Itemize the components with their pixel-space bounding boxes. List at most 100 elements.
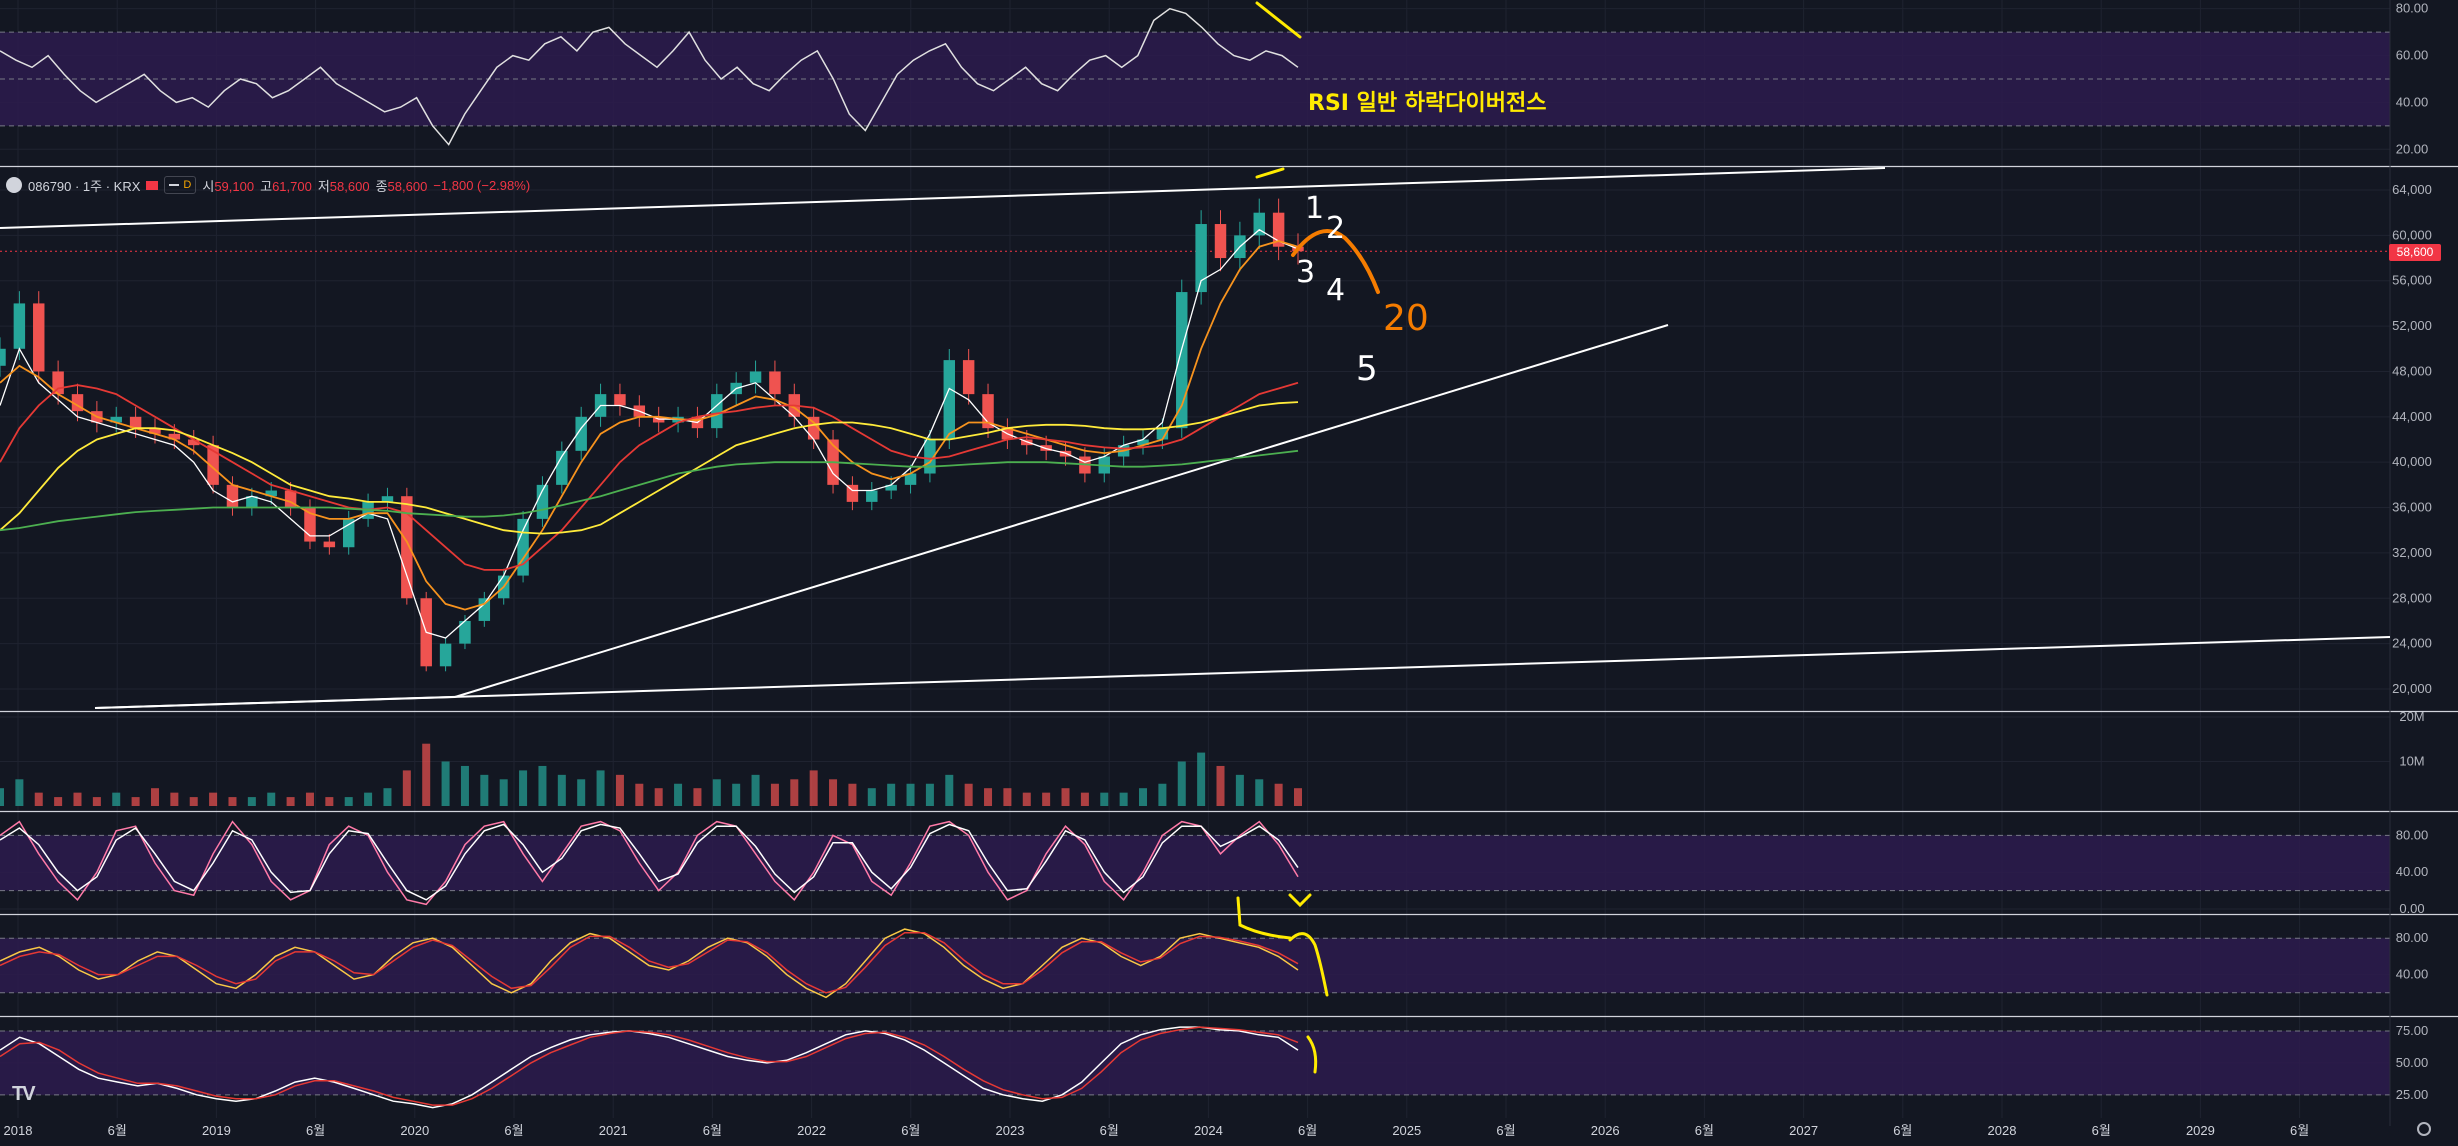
candle-body [304,507,316,542]
volume-bar [15,779,24,806]
candle-body [536,484,549,519]
stochastic-slow-series-1 [0,931,1299,994]
volume-bar [34,792,43,806]
y-tick-label: 40.00 [2396,94,2429,109]
x-tick-label: 6월 [504,1123,523,1138]
volume-bar [1197,752,1206,806]
volume-bar [54,797,63,806]
volume-bar [538,765,547,806]
oscillator-bands [0,31,2390,1096]
candle-body [982,394,994,429]
session-pill[interactable]: D [164,176,197,194]
x-tick-label: 2020 [400,1123,429,1138]
candle-body [1137,439,1149,446]
volume-bar [1119,792,1128,806]
candle-body [71,394,84,412]
x-tick-label: 2018 [4,1123,33,1138]
volume-bar [1080,792,1089,806]
candle-body [149,428,161,434]
volume-bar [1235,774,1244,806]
hand-drawings [1236,1,1380,1074]
tradingview-logo-icon[interactable]: TV [12,1083,36,1105]
stochastic-slow-series-0 [0,928,1299,999]
candle-series [0,198,1304,672]
wave-number-5: 5 [1356,349,1378,389]
candle-body [575,416,587,451]
trend-lines [0,167,2391,709]
volume-bar [131,797,140,806]
x-tick-label: 2025 [1392,1123,1421,1138]
ma20-line [0,240,1299,611]
long-stochastic-mark [1306,1035,1318,1074]
stochastic-fast-series-1 [0,823,1299,901]
volume-bar [1100,792,1109,806]
x-tick-label: 6월 [1695,1123,1714,1138]
ma120-line [0,401,1299,535]
company-logo-icon [6,177,22,193]
x-tick-label: 6월 [703,1123,722,1138]
volume-bar [596,770,605,806]
rising-support-trendline [454,324,1669,698]
stochastic-long-series-0 [0,1026,1299,1109]
candle-body [226,484,239,508]
y-tick-label: 80.00 [2396,930,2429,945]
x-tick-label: 2028 [1988,1123,2017,1138]
ma20-label: 20 [1383,298,1429,339]
volume-bar [209,792,218,806]
candle-body [1214,224,1227,259]
volume-bar [267,792,276,806]
volume-bar [460,765,469,806]
ohlc-close: 종58,600 [375,178,428,194]
x-tick-label: 6월 [2092,1123,2111,1138]
x-tick-label: 6월 [2290,1123,2309,1138]
oscillator-lines [0,7,1299,1109]
moving-averages [0,228,1299,639]
wave-number-1: 1 [1305,191,1324,226]
volume-bar [1255,779,1264,806]
x-tick-label: 2023 [996,1123,1025,1138]
volume-bar [945,774,954,806]
candle-body [885,484,897,491]
y-tick-label: 0.00 [2399,901,2424,916]
ma20-projection-stroke [1291,229,1380,294]
volume-bar [519,770,528,806]
x-tick-label: 2026 [1591,1123,1620,1138]
y-tick-label: 32,000 [2392,545,2432,560]
symbol-label[interactable]: 086790 · 1주 · KRX [28,178,141,194]
upper-trendline [0,167,1886,229]
volume-bar [964,783,973,806]
volume-bars [0,743,1302,806]
y-tick-label: 60,000 [2392,227,2432,242]
x-tick-label: 6월 [1893,1123,1912,1138]
stochastic-mark-1 [1236,896,1292,940]
x-tick-label: 2029 [2186,1123,2215,1138]
volume-bar [150,788,159,806]
gear-icon[interactable] [2417,1122,2431,1136]
volume-bar [732,783,741,806]
volume-bar [577,779,586,806]
candle-body [13,303,26,349]
candle-body [381,496,394,502]
y-tick-label: 36,000 [2392,500,2432,515]
y-tick-label: 50.00 [2396,1055,2429,1070]
y-tick-label: 52,000 [2392,318,2432,333]
y-tick-label: 44,000 [2392,409,2432,424]
candle-body [1272,212,1285,247]
price-change: −1,800 (−2.98%) [433,177,531,193]
y-tick-label: 48,000 [2392,363,2432,378]
volume-bar [305,792,314,806]
oscillator-band [0,1030,2390,1095]
volume-bar [770,783,779,806]
volume-bar [1061,788,1070,806]
volume-bar [751,774,760,806]
volume-bar [247,797,256,806]
volume-bar [1158,783,1167,806]
volume-bar [1274,783,1283,806]
y-tick-label: 75.00 [2396,1023,2429,1038]
x-tick-label: 2024 [1194,1123,1223,1138]
symbol-header: 086790 · 1주 · KRX D 시59,100 고61,700 저58,… [6,173,530,197]
x-tick-label: 6월 [1496,1123,1515,1138]
volume-bar [693,788,702,806]
rsi-divergence-stroke [1255,1,1302,39]
